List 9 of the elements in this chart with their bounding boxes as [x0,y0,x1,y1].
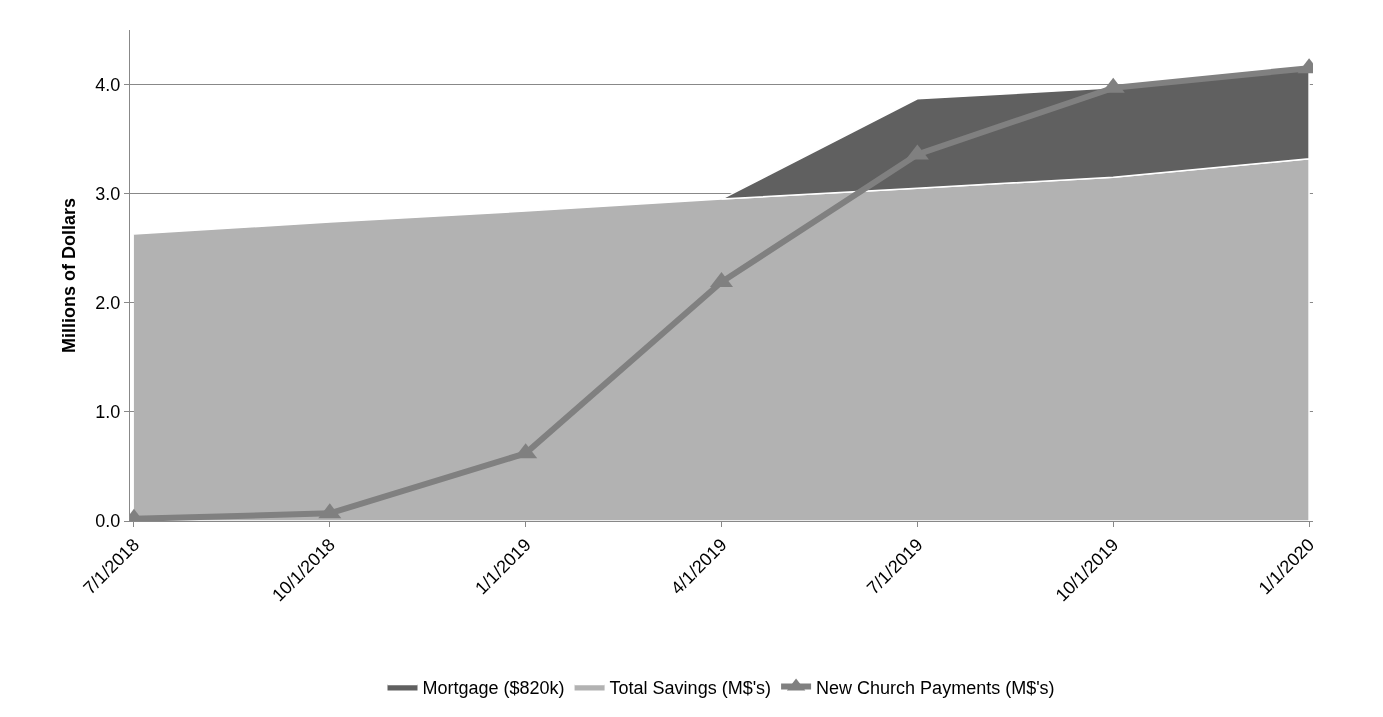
y-tick-label: 1.0 [95,402,121,423]
legend-label: Total Savings (M$'s) [609,677,772,698]
y-tick-label: 0.0 [95,511,121,532]
y-tick-label: 3.0 [95,183,121,204]
y-tick-label: 4.0 [95,74,121,95]
legend-label: New Church Payments (M$'s) [816,677,1055,698]
y-tick-label: 2.0 [95,293,121,314]
y-axis-title: Millions of Dollars [58,197,79,354]
legend-label: Mortgage ($820k) [422,677,565,698]
